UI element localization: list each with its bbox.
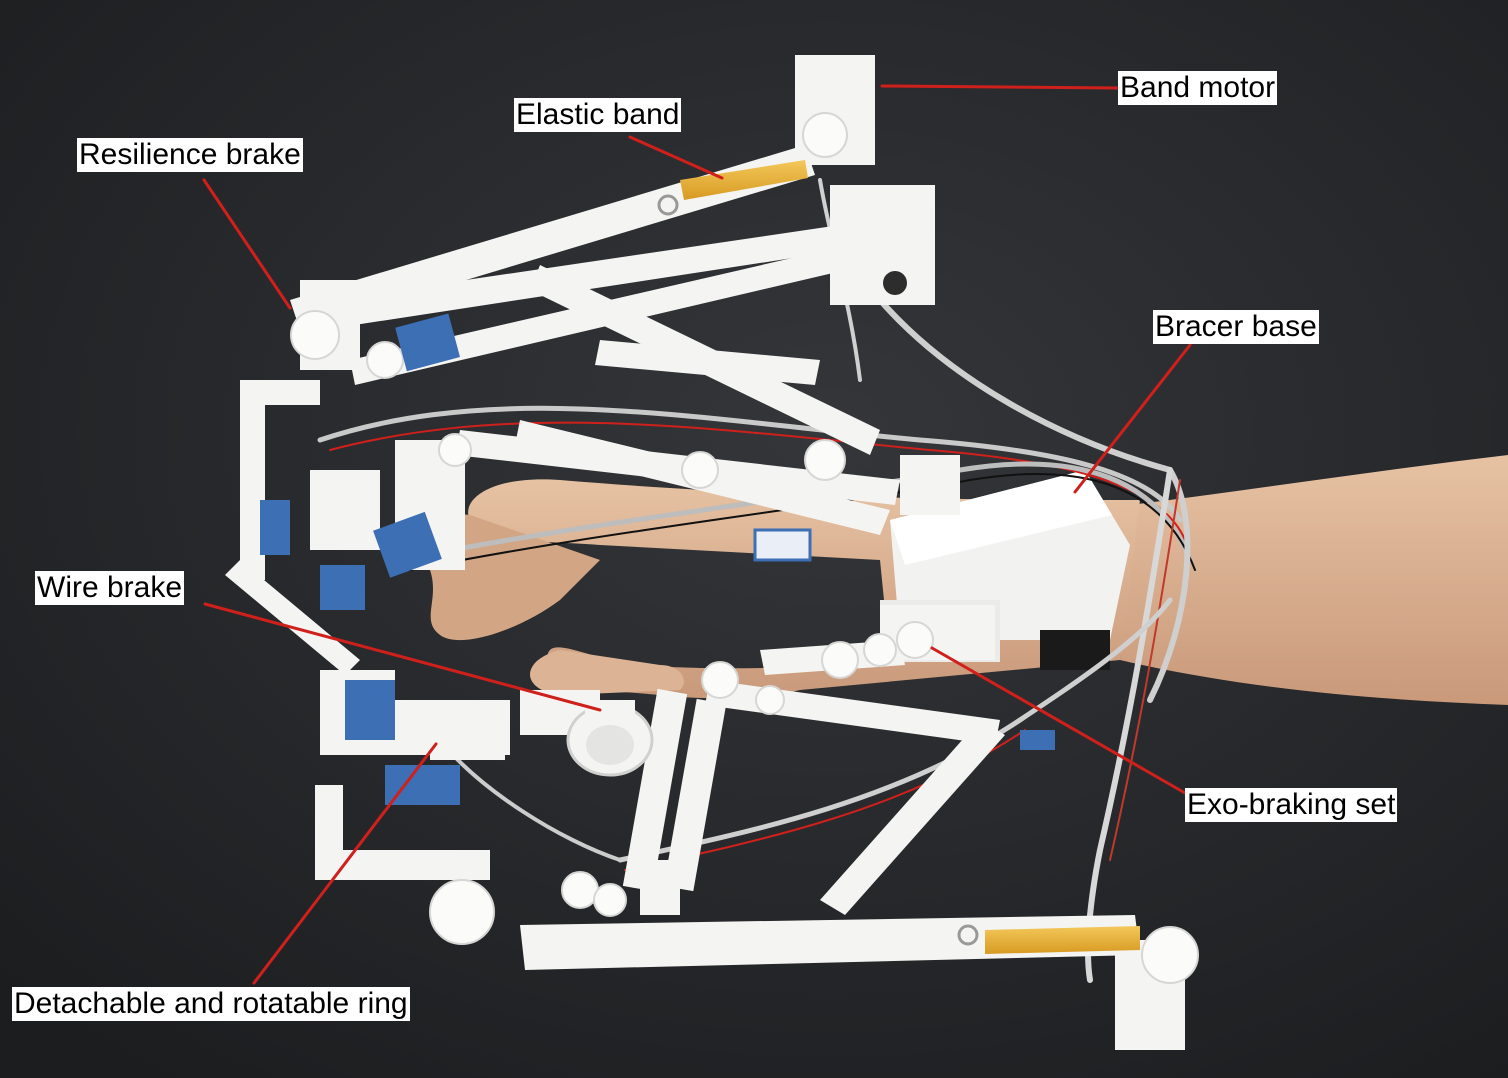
leader-lines: [202, 84, 1192, 985]
label-elastic-band: Elastic band: [514, 98, 682, 132]
upper-servos: [260, 271, 907, 610]
lower-servos: [345, 680, 1055, 805]
lower-gears: [429, 621, 1199, 984]
leader-line-detachable-ring: [252, 742, 438, 985]
leader-line-bracer-base: [1073, 343, 1192, 494]
leader-line-band-motor: [880, 84, 1120, 90]
label-resilience-brake: Resilience brake: [77, 138, 303, 172]
upper-band: [657, 160, 808, 216]
lower-band: [957, 924, 1140, 954]
label-exo-braking-set: Exo-braking set: [1185, 788, 1398, 822]
upper-gears: [290, 112, 848, 489]
leader-line-resilience-brake: [202, 178, 292, 310]
label-band-motor: Band motor: [1118, 71, 1278, 105]
leader-line-exo-braking-set: [930, 646, 1187, 795]
leader-line-wire-brake: [203, 602, 602, 712]
label-bracer-base: Bracer base: [1153, 310, 1319, 344]
leader-line-elastic-band: [628, 135, 724, 180]
ring-assembly: [566, 700, 654, 777]
label-wire-brake: Wire brake: [35, 571, 185, 605]
label-detachable-ring: Detachable and rotatable ring: [12, 987, 410, 1021]
